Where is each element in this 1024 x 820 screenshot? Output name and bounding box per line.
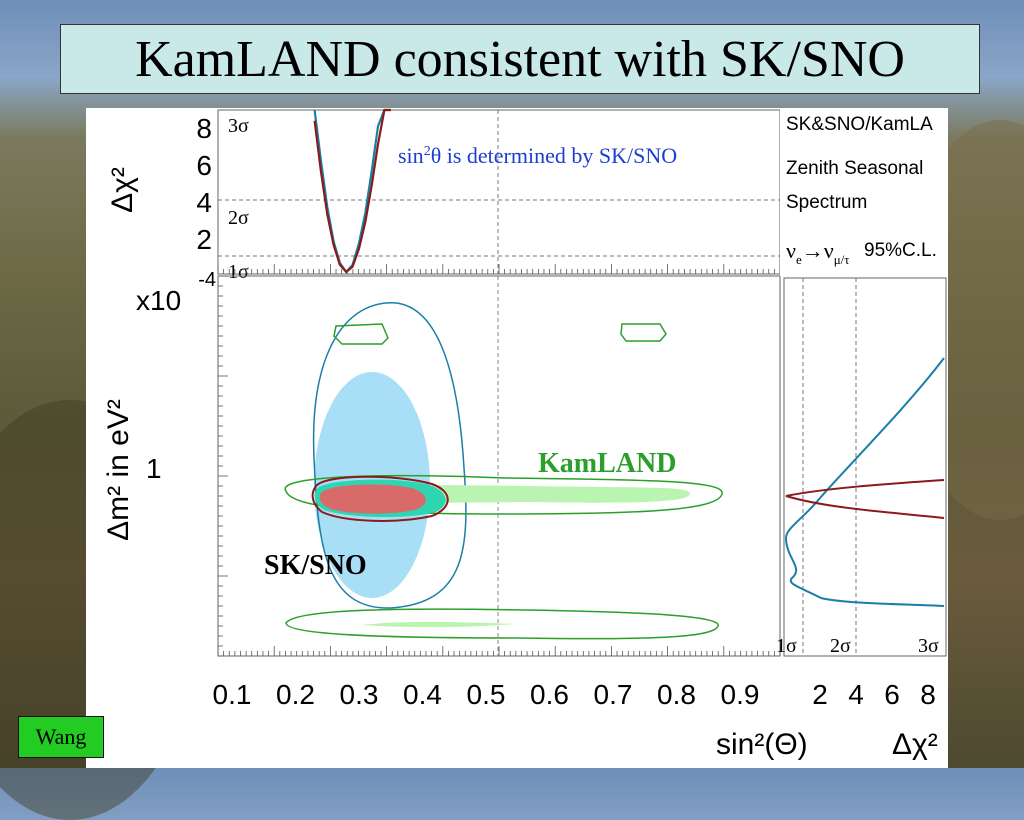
sigma2-label-top: 2σ bbox=[228, 207, 249, 229]
top-delta-chi2-panel: 3σ 2σ 1σ sin2θ is determined by SK/SNO 8… bbox=[106, 108, 781, 291]
x-tick-label: 0.4 bbox=[403, 679, 442, 710]
sigma2-label-right: 2σ bbox=[830, 635, 851, 657]
kamland-label: KamLAND bbox=[538, 448, 676, 479]
top-ylabel: Δχ² bbox=[106, 167, 139, 213]
right-x-tick-label: 2 bbox=[812, 679, 828, 710]
main-ylabel: Δm² in eV² bbox=[102, 399, 135, 541]
main-xlabel: sin²(Θ) bbox=[716, 728, 808, 761]
author-box: Wang bbox=[18, 716, 104, 758]
right-x-tick-label: 8 bbox=[920, 679, 936, 710]
legend-line-4: 95%C.L. bbox=[864, 240, 937, 261]
sigma1-label-top: 1σ bbox=[228, 261, 249, 283]
kamland-lower-contour bbox=[285, 608, 719, 640]
chart-panel: 3σ 2σ 1σ sin2θ is determined by SK/SNO 8… bbox=[86, 108, 948, 768]
combined-filled-region bbox=[319, 484, 426, 514]
legend-channel: νe→νμ/τ bbox=[786, 238, 850, 267]
top-ytick-2: 2 bbox=[196, 224, 212, 255]
x-tick-label: 0.7 bbox=[594, 679, 633, 710]
legend-line-1: SK&SNO/KamLA bbox=[786, 114, 933, 135]
x-tick-label: 0.8 bbox=[657, 679, 696, 710]
legend-box bbox=[780, 108, 948, 276]
x-tick-label: 0.3 bbox=[340, 679, 379, 710]
x-tick-label: 0.6 bbox=[530, 679, 569, 710]
top-panel-frame bbox=[217, 109, 781, 275]
main-panel-frame bbox=[217, 275, 781, 657]
x-tick-label: 0.2 bbox=[276, 679, 315, 710]
x-tick-label: 0.9 bbox=[721, 679, 760, 710]
combined-contour bbox=[311, 475, 449, 522]
right-combined-curve bbox=[785, 479, 945, 519]
main-axis-ticks bbox=[217, 264, 781, 657]
top-annotation: sin2θ is determined by SK/SNO bbox=[398, 143, 677, 168]
sigma3-label-top: 3σ bbox=[228, 115, 249, 137]
main-ytick-1: 1 bbox=[146, 453, 162, 484]
right-sksno-curve bbox=[784, 357, 945, 607]
slide-title: KamLAND consistent with SK/SNO bbox=[135, 30, 905, 88]
top-ytick-6: 6 bbox=[196, 150, 212, 181]
x-tick-label: 0.1 bbox=[213, 679, 252, 710]
top-curve-1 bbox=[313, 108, 391, 274]
sksno-label: SK/SNO bbox=[264, 550, 367, 581]
sigma1-label-right: 1σ bbox=[776, 635, 797, 657]
x-tick-label: 0.5 bbox=[467, 679, 506, 710]
top-ytick-4: 4 bbox=[196, 187, 212, 218]
kamland-lower-fill bbox=[361, 621, 516, 628]
y-multiplier: x10 bbox=[136, 285, 181, 316]
kamland-upper-island-left bbox=[333, 323, 389, 345]
right-panel-frame bbox=[783, 277, 947, 657]
right-xlabel: Δχ² bbox=[892, 728, 938, 761]
title-box: KamLAND consistent with SK/SNO bbox=[60, 24, 980, 94]
legend-line-2: Zenith Seasonal bbox=[786, 158, 923, 179]
sksno-outer-contour bbox=[312, 302, 467, 609]
neutrino-oscillation-chart: 3σ 2σ 1σ sin2θ is determined by SK/SNO 8… bbox=[102, 108, 948, 761]
right-x-tick-label: 4 bbox=[848, 679, 864, 710]
legend: SK&SNO/KamLA Zenith Seasonal Spectrum νe… bbox=[780, 108, 948, 276]
main-x-tick-labels: 0.1 0.2 0.3 0.4 0.5 0.6 0.7 0.8 0.9 bbox=[213, 679, 760, 710]
top-ytick-8: 8 bbox=[196, 113, 212, 144]
top-curves bbox=[313, 108, 391, 274]
kamland-upper-island-right bbox=[620, 323, 667, 342]
main-contour-panel: KamLAND SK/SNO Δm² in eV² x10 1 0.1 0.2 0.… bbox=[102, 264, 808, 761]
sigma3-label-right: 3σ bbox=[918, 635, 939, 657]
right-x-tick-label: 6 bbox=[884, 679, 900, 710]
legend-line-3: Spectrum bbox=[786, 192, 867, 213]
y-multiplier-exp: -4 bbox=[198, 269, 216, 291]
author-label: Wang bbox=[35, 724, 87, 749]
